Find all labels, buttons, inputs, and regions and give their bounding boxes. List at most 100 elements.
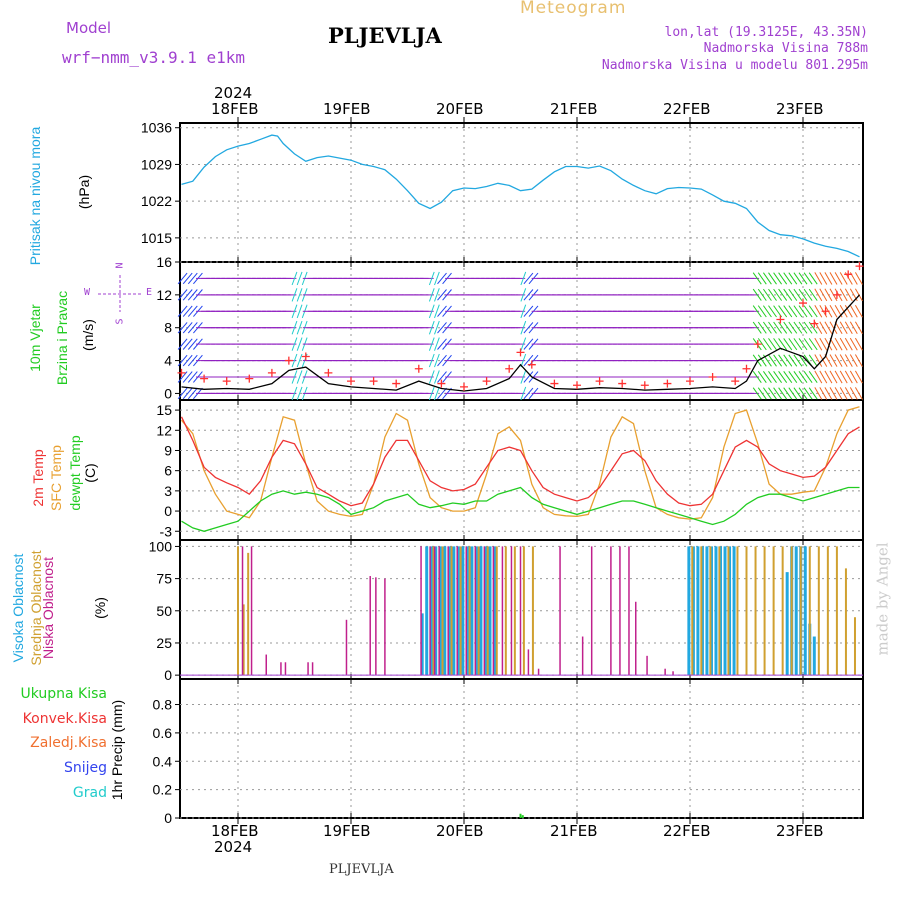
ytick-label-1-2: 8	[164, 320, 172, 336]
wind-arrow	[814, 272, 823, 285]
wind-arrow	[808, 371, 818, 383]
ytick-label-0-0: 1015	[141, 230, 172, 246]
wind-arrow	[814, 288, 823, 302]
wind-arrow	[768, 288, 777, 301]
wind-arrow	[187, 354, 198, 367]
wind-arrow	[757, 272, 767, 285]
wind-arrow	[783, 387, 793, 400]
wind-arrow	[762, 305, 772, 318]
dewpoint-line	[181, 486, 860, 532]
wind-arrow	[783, 338, 793, 351]
wind-arrow	[291, 304, 298, 319]
station-title: PLJEVLJA	[328, 23, 442, 48]
wind-arrow	[428, 386, 435, 401]
wind-arrow	[854, 370, 863, 384]
wind-arrow	[798, 321, 808, 334]
date-bottom-20: 20FEB	[436, 822, 484, 840]
wind-arrow	[437, 305, 447, 317]
ytick-label-1-4: 16	[156, 254, 172, 270]
wind-arrow	[762, 387, 772, 400]
wind-arrow	[520, 337, 527, 351]
pressure-line	[181, 134, 860, 258]
wind-arrow	[434, 271, 440, 286]
wind-arrow	[798, 338, 808, 351]
wind-gust-marker	[369, 377, 378, 386]
wind-arrow	[768, 354, 777, 367]
wind-arrow	[844, 354, 853, 367]
year-top: 2024	[214, 84, 253, 102]
wind-arrow	[768, 371, 777, 383]
wind-speed-line	[181, 294, 860, 392]
wind-arrow	[814, 337, 823, 351]
wind-arrow	[788, 338, 798, 351]
wind-arrow	[834, 272, 843, 285]
wind-arrow	[854, 387, 863, 400]
ytick-label-2-4: 9	[164, 442, 172, 458]
wind-arrow	[803, 338, 813, 351]
wind-arrow	[849, 337, 858, 351]
wind-arrow	[182, 338, 193, 350]
wind-arrow	[177, 371, 188, 383]
wind-arrow	[773, 371, 783, 383]
wind-arrow	[854, 272, 863, 285]
wind-arrow	[757, 321, 767, 334]
panel-frame-4	[179, 678, 864, 819]
wind-arrow	[849, 370, 858, 384]
wind-arrow	[752, 272, 762, 285]
wind-gust-marker	[708, 373, 717, 381]
wind-gust-marker	[821, 307, 830, 316]
wind-arrow	[803, 272, 813, 285]
wind-arrow	[783, 288, 793, 301]
wind-arrow	[788, 321, 798, 334]
wind-gust-marker	[832, 290, 841, 299]
wind-arrow	[798, 387, 808, 400]
wind-arrow	[428, 353, 435, 368]
wind-arrow	[296, 353, 303, 368]
wind-arrow	[520, 386, 527, 401]
wind-arrow	[808, 305, 818, 318]
wind-arrow	[819, 337, 828, 351]
wind-arrow	[803, 305, 813, 318]
wind-gust-marker	[686, 377, 694, 386]
ytick-label-0-3: 1036	[141, 120, 172, 136]
wind-arrow	[834, 387, 843, 400]
wind-arrow	[752, 321, 762, 334]
ytick-label-4-4: 0.8	[153, 697, 173, 713]
wind-arrow	[803, 321, 813, 334]
wind-gust-marker	[742, 364, 751, 373]
wind-arrow	[187, 272, 198, 285]
wind-arrow	[177, 305, 188, 317]
wind-arrow	[768, 305, 777, 318]
wind-arrow	[428, 271, 435, 286]
wind-gust-marker	[618, 379, 627, 388]
wind-arrow	[182, 272, 193, 285]
wind-arrow	[824, 370, 833, 384]
wind-arrow	[523, 387, 534, 400]
wind-gust-marker	[301, 352, 310, 361]
wind-arrow	[291, 320, 298, 335]
wind-arrow	[437, 371, 447, 383]
wind-arrow	[434, 288, 440, 302]
wind-arrow	[182, 387, 193, 400]
wind-arrow	[757, 387, 767, 400]
ytick-label-2-3: 6	[164, 463, 172, 479]
wind-gust-marker	[776, 315, 785, 324]
wind-arrow	[768, 387, 777, 400]
wind-arrow	[757, 288, 767, 301]
wind-arrow	[778, 371, 788, 383]
wind-arrow	[773, 321, 783, 334]
wind-arrow	[783, 321, 793, 334]
wind-arrow	[762, 321, 772, 334]
compass-e-label: E	[146, 287, 153, 298]
wind-arrow	[834, 337, 843, 351]
wind-arrow	[523, 289, 534, 301]
wind-arrow	[814, 354, 823, 367]
wind-arrow	[793, 387, 803, 400]
ytick-label-0-2: 1029	[141, 156, 172, 172]
wind-arrow	[778, 354, 788, 367]
wind-gust-marker	[482, 377, 491, 386]
wind-arrow	[757, 371, 767, 383]
wind-arrow	[437, 354, 447, 367]
ytick-label-3-2: 50	[156, 603, 172, 619]
